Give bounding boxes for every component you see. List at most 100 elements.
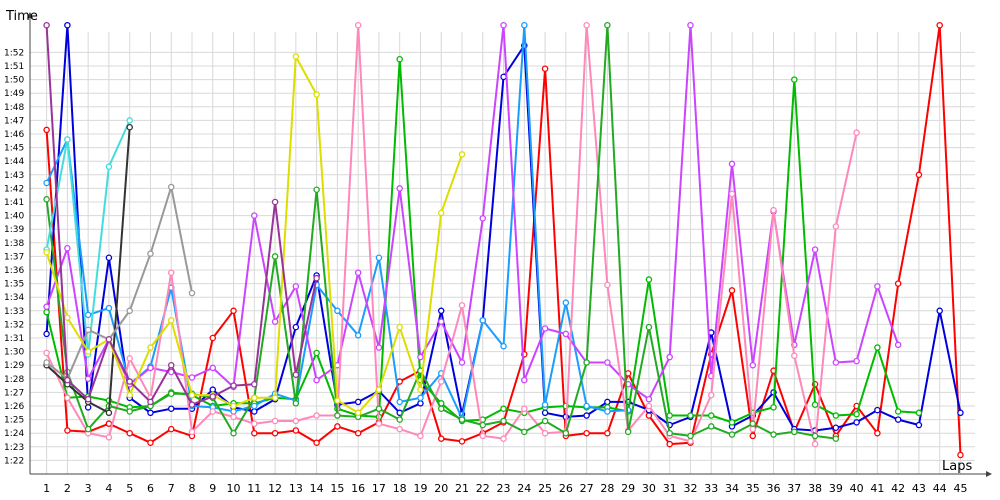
data-point xyxy=(271,429,279,437)
data-point xyxy=(167,405,175,412)
data-point xyxy=(64,427,71,434)
data-point xyxy=(479,432,487,440)
data-point xyxy=(666,412,673,419)
data-point xyxy=(354,429,362,437)
data-point xyxy=(64,244,71,252)
data-point xyxy=(645,323,653,331)
data-point xyxy=(147,409,154,417)
data-point xyxy=(105,420,113,427)
x-tick-label: 31 xyxy=(663,482,677,495)
y-axis-title: Time xyxy=(5,9,38,24)
data-point xyxy=(167,361,175,369)
data-point xyxy=(209,334,217,342)
plot-area xyxy=(43,21,964,459)
data-point xyxy=(84,395,92,403)
data-point xyxy=(251,420,258,427)
data-point xyxy=(126,307,133,315)
data-point xyxy=(396,398,403,406)
data-point xyxy=(84,326,92,334)
data-point xyxy=(84,375,92,383)
data-point xyxy=(271,198,279,206)
x-axis-title: Laps xyxy=(942,459,972,474)
y-tick-label: 1:25 xyxy=(4,416,24,426)
data-point xyxy=(375,386,383,393)
y-tick-labels: 1:22 1:23 1:24 1:25 1:26 1:27 1:28 1:29 1:30 1:31… xyxy=(4,48,24,466)
x-tick-label: 43 xyxy=(912,482,926,495)
data-point xyxy=(417,400,424,407)
data-point xyxy=(126,378,133,385)
data-point xyxy=(437,209,445,217)
data-point xyxy=(770,404,777,411)
y-tick-label: 1:30 xyxy=(4,348,24,358)
data-point xyxy=(147,364,154,372)
y-tick-label: 1:42 xyxy=(4,184,24,194)
data-point xyxy=(188,289,196,297)
y-tick-label: 1:29 xyxy=(4,361,24,371)
x-tick-label: 26 xyxy=(559,482,573,495)
data-point xyxy=(521,428,528,436)
data-point xyxy=(271,318,279,325)
data-point xyxy=(354,332,362,339)
data-point xyxy=(292,371,300,378)
data-point xyxy=(853,129,860,136)
data-point xyxy=(105,434,113,441)
data-point xyxy=(583,402,590,410)
data-point xyxy=(749,420,757,427)
data-point xyxy=(334,423,341,430)
x-tick-label: 6 xyxy=(147,482,154,495)
data-point xyxy=(458,302,466,309)
data-point xyxy=(749,432,757,440)
data-point xyxy=(313,439,320,446)
series-6 xyxy=(43,21,860,448)
data-point xyxy=(645,395,653,403)
data-point xyxy=(375,405,383,412)
data-point xyxy=(604,359,611,366)
data-point xyxy=(500,435,507,442)
data-point xyxy=(105,304,113,312)
data-point xyxy=(334,397,341,404)
data-point xyxy=(541,429,549,437)
data-point xyxy=(64,376,71,384)
x-tick-label: 42 xyxy=(891,482,905,495)
y-tick-label: 1:32 xyxy=(4,320,24,330)
x-tick-label: 35 xyxy=(746,482,760,495)
data-point xyxy=(811,401,819,408)
data-point xyxy=(437,435,445,442)
data-point xyxy=(188,428,196,436)
data-point xyxy=(687,438,694,445)
x-tick-label: 20 xyxy=(434,482,448,495)
data-point xyxy=(458,416,466,423)
x-tick-label: 44 xyxy=(933,482,947,495)
data-point xyxy=(604,398,611,406)
y-axis-arrow xyxy=(27,12,33,18)
data-point xyxy=(666,429,673,437)
x-tick-label: 41 xyxy=(870,482,884,495)
data-point xyxy=(811,432,819,440)
data-point xyxy=(313,412,320,419)
x-tick-label: 14 xyxy=(310,482,324,495)
data-point xyxy=(292,427,300,434)
data-point xyxy=(521,21,528,29)
data-point xyxy=(936,21,943,29)
y-tick-label: 1:46 xyxy=(4,130,24,140)
data-point xyxy=(43,349,50,357)
data-point xyxy=(500,342,507,350)
y-tick-label: 1:51 xyxy=(4,62,24,72)
x-tick-label: 39 xyxy=(829,482,843,495)
y-tick-label: 1:39 xyxy=(4,225,24,235)
series-line xyxy=(45,24,900,401)
data-point xyxy=(251,402,258,410)
data-point xyxy=(604,21,611,29)
data-point xyxy=(126,391,133,399)
data-point xyxy=(230,307,237,315)
data-point xyxy=(84,311,92,319)
data-point xyxy=(417,353,424,361)
y-tick-label: 1:50 xyxy=(4,76,24,86)
data-point xyxy=(105,254,113,262)
data-point xyxy=(832,412,840,419)
data-point xyxy=(458,438,466,445)
data-point xyxy=(728,419,736,426)
x-axis-arrow xyxy=(986,471,992,477)
data-point xyxy=(209,364,217,372)
